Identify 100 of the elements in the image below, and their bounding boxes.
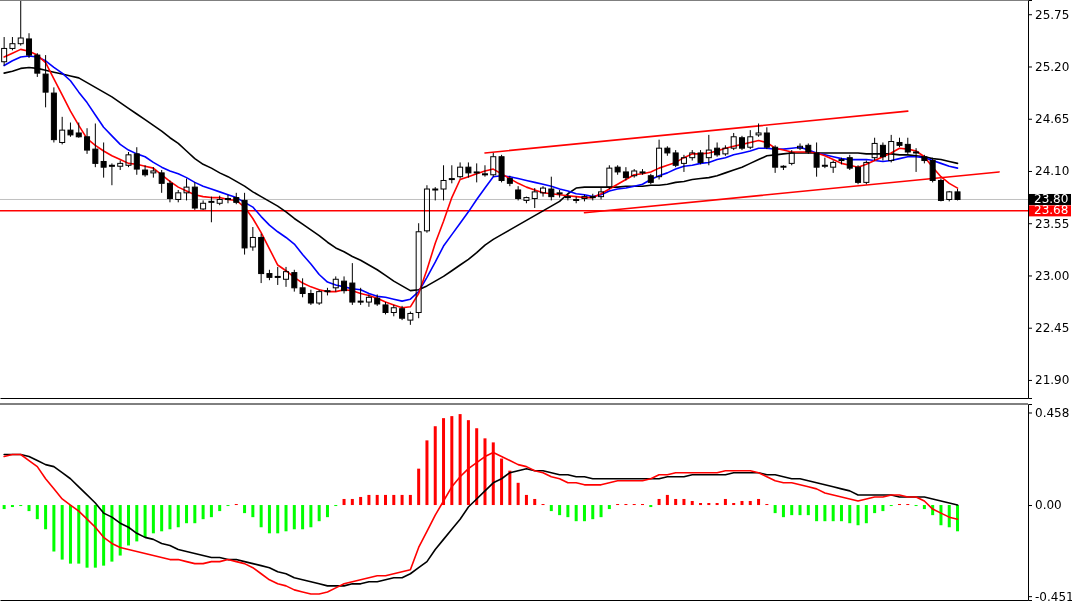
- bar: [367, 494, 371, 506]
- y-tick-label: 24.65: [1035, 112, 1070, 127]
- candlestick: [249, 226, 256, 252]
- y-tick-label: 22.45: [1035, 321, 1070, 336]
- candlestick: [341, 275, 348, 295]
- bar: [781, 505, 785, 518]
- bar: [425, 440, 429, 506]
- candlestick: [208, 196, 215, 223]
- candlestick: [913, 147, 920, 173]
- bar: [873, 505, 877, 514]
- bar: [342, 498, 346, 506]
- bar: [292, 505, 296, 530]
- bar: [773, 505, 777, 514]
- bar: [10, 505, 14, 508]
- bar: [566, 505, 570, 518]
- bar: [732, 503, 736, 506]
- candlestick: [855, 164, 862, 185]
- candlestick: [75, 122, 82, 138]
- candlestick: [423, 184, 430, 234]
- bar: [151, 505, 155, 534]
- ref-line-label: 23.80: [1034, 191, 1069, 206]
- candlestick: [224, 194, 231, 204]
- candlestick: [274, 266, 281, 286]
- bar: [864, 505, 868, 524]
- candlestick: [481, 164, 488, 178]
- bar: [657, 498, 661, 506]
- bar: [2, 505, 6, 510]
- bar: [317, 505, 321, 522]
- bar: [392, 494, 396, 506]
- ref-line-label: 23.68: [1034, 203, 1069, 218]
- bar: [533, 498, 537, 506]
- candlestick: [465, 161, 472, 179]
- bar: [757, 498, 761, 506]
- bar: [176, 505, 180, 528]
- bar: [831, 505, 835, 522]
- bar: [417, 468, 421, 506]
- candlestick: [714, 141, 721, 158]
- candlestick: [656, 139, 663, 181]
- bar: [740, 500, 744, 506]
- candlestick: [332, 275, 339, 293]
- candlestick: [797, 142, 804, 151]
- candlestick: [813, 141, 820, 178]
- bar: [168, 505, 172, 530]
- bar: [690, 500, 694, 506]
- candlestick: [738, 135, 745, 151]
- candlestick: [622, 166, 629, 181]
- bar: [881, 505, 885, 512]
- candlestick: [307, 289, 314, 306]
- y-tick-label: 0.458: [1035, 405, 1070, 420]
- bar: [160, 505, 164, 532]
- bar: [682, 498, 686, 506]
- bar: [309, 505, 313, 528]
- bar: [408, 494, 412, 506]
- bar: [127, 505, 130, 546]
- bar: [839, 505, 843, 522]
- bar: [939, 505, 943, 526]
- bar: [715, 503, 719, 506]
- candlestick: [133, 146, 140, 176]
- bar: [27, 505, 31, 512]
- candlestick: [705, 134, 712, 166]
- bar: [267, 505, 271, 534]
- y-tick-label: 25.20: [1035, 59, 1070, 74]
- bar: [143, 505, 147, 538]
- candlestick: [241, 192, 248, 256]
- candlestick: [457, 161, 464, 180]
- bar: [359, 496, 363, 506]
- candlestick: [258, 233, 265, 284]
- candlestick: [564, 193, 571, 201]
- bar: [922, 505, 926, 510]
- y-tick-label: 25.75: [1035, 7, 1070, 22]
- bar: [748, 500, 752, 506]
- candlestick: [399, 305, 406, 321]
- bar: [135, 505, 139, 542]
- candlestick: [821, 157, 828, 169]
- bar: [790, 505, 794, 516]
- candlestick: [515, 185, 522, 201]
- candlestick: [879, 141, 886, 162]
- bar: [591, 505, 595, 520]
- bar: [508, 470, 512, 506]
- bar: [185, 505, 189, 524]
- y-tick-label: 24.10: [1035, 164, 1070, 179]
- candlestick: [540, 185, 547, 198]
- bar: [524, 494, 528, 506]
- y-tick-label: 23.00: [1035, 268, 1070, 283]
- candlestick: [108, 162, 115, 186]
- bar: [806, 505, 810, 516]
- bar: [259, 505, 263, 528]
- bar: [649, 505, 653, 508]
- bar: [815, 505, 819, 522]
- y-tick-label: 0.00: [1035, 498, 1062, 513]
- bar: [118, 505, 122, 556]
- candlestick: [755, 122, 762, 138]
- bar: [209, 505, 213, 518]
- bar: [325, 505, 329, 518]
- candlestick: [100, 141, 107, 179]
- bar: [516, 482, 520, 506]
- bar: [574, 505, 578, 522]
- bar: [549, 505, 553, 512]
- bar: [102, 505, 106, 566]
- bar: [947, 505, 951, 528]
